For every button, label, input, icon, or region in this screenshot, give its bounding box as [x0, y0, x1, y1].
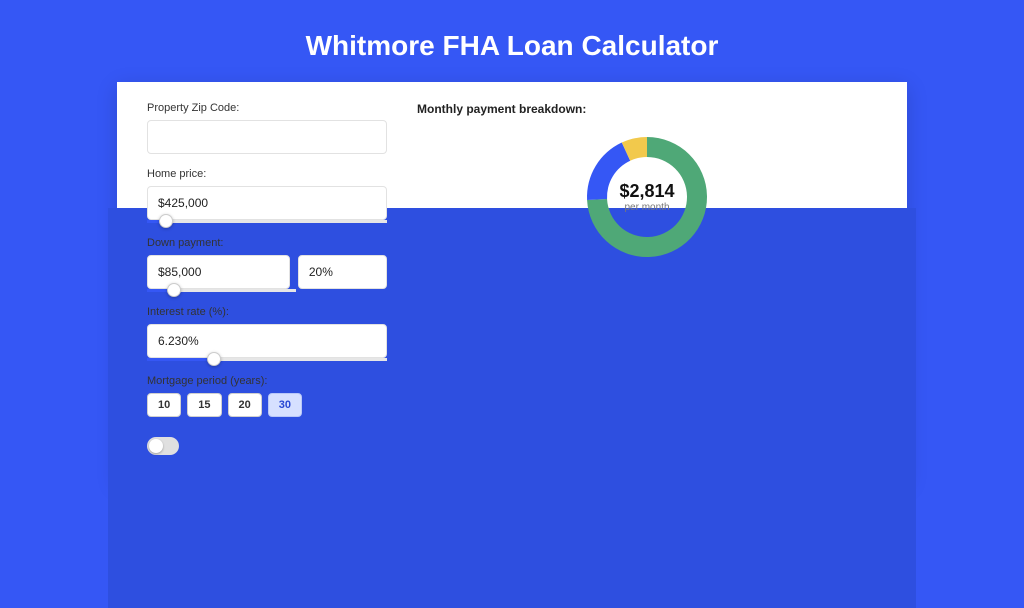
period-button-group: 1015 2030	[147, 393, 387, 417]
price-field: Home price:	[147, 168, 387, 223]
veteran-toggle[interactable]	[147, 437, 179, 455]
rate-slider[interactable]	[147, 358, 387, 361]
toggle-knob	[149, 439, 163, 453]
zip-label: Property Zip Code:	[147, 102, 387, 114]
down-slider-thumb[interactable]	[167, 283, 181, 297]
donut-center: $2,814 per month	[619, 181, 674, 213]
zip-input[interactable]	[147, 120, 387, 154]
period-field: Mortgage period (years): 1015 2030	[147, 375, 387, 417]
period-btn-10[interactable]: 10	[147, 393, 181, 417]
price-input[interactable]	[147, 186, 387, 220]
donut-sub: per month	[619, 202, 674, 213]
down-slider[interactable]	[147, 289, 296, 292]
period-btn-15[interactable]: 15	[187, 393, 221, 417]
donut-chart: $2,814 per month	[582, 132, 712, 262]
rate-slider-fill	[147, 358, 214, 361]
rate-label: Interest rate (%):	[147, 306, 387, 318]
form-panel: Property Zip Code: Home price: Down paym…	[147, 102, 387, 462]
rate-input[interactable]	[147, 324, 387, 358]
donut-value: $2,814	[619, 181, 674, 202]
page-title: Whitmore FHA Loan Calculator	[0, 0, 1024, 82]
period-label: Mortgage period (years):	[147, 375, 387, 387]
down-pct-input[interactable]	[298, 255, 387, 289]
period-btn-20[interactable]: 20	[228, 393, 262, 417]
down-field: Down payment:	[147, 237, 387, 292]
period-btn-30[interactable]: 30	[268, 393, 302, 417]
down-label: Down payment:	[147, 237, 387, 249]
breakdown-title: Monthly payment breakdown:	[417, 102, 877, 116]
rate-field: Interest rate (%):	[147, 306, 387, 361]
price-label: Home price:	[147, 168, 387, 180]
price-slider[interactable]	[147, 220, 387, 223]
zip-field: Property Zip Code:	[147, 102, 387, 154]
